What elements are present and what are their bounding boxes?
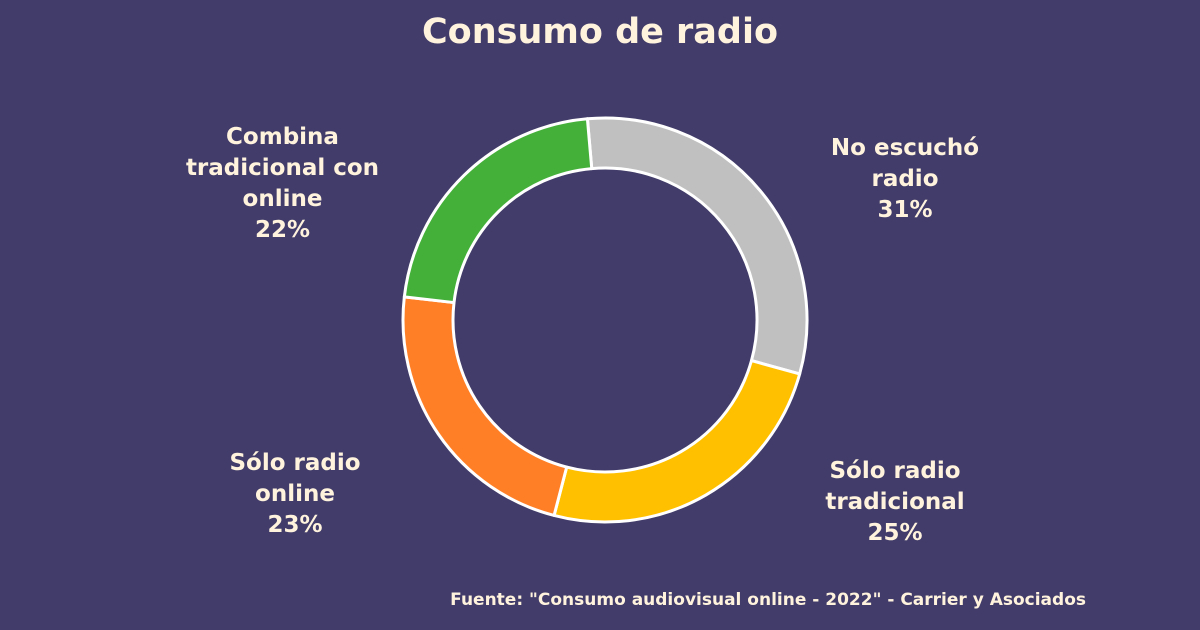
donut-slice-0 [585,116,809,376]
slice-value-label: 23% [267,512,323,538]
slice-label-line: Sólo radio [229,450,361,476]
slice-label-solo-online: Sólo radio online 23% [190,448,400,541]
slice-label-solo-tradicional: Sólo radio tradicional 25% [790,456,1000,549]
slice-label-line: online [255,481,335,507]
slice-label-no-escucho: No escuchó radio 31% [800,133,1010,226]
slice-label-line: No escuchó [830,135,980,161]
slice-value-label: 25% [867,520,923,546]
donut-slice-2 [401,295,569,517]
slice-label-line: Combina [226,124,339,150]
slice-label-line: tradicional con [185,155,380,181]
donut-slice-1 [552,359,802,524]
source-note: Fuente: "Consumo audiovisual online - 20… [450,590,1086,610]
slice-label-line: online [242,186,323,212]
slice-value-label: 22% [254,217,311,243]
slice-label-combina: Combina tradicional con online 22% [175,122,390,246]
donut-slice-3 [402,117,594,305]
slice-label-line: Sólo radio [829,458,961,484]
chart-title: Consumo de radio [421,12,779,52]
slice-label-line: radio [871,166,939,192]
slice-value-label: 31% [877,197,933,223]
slice-label-line: tradicional [825,489,965,515]
donut-slices [401,116,809,524]
